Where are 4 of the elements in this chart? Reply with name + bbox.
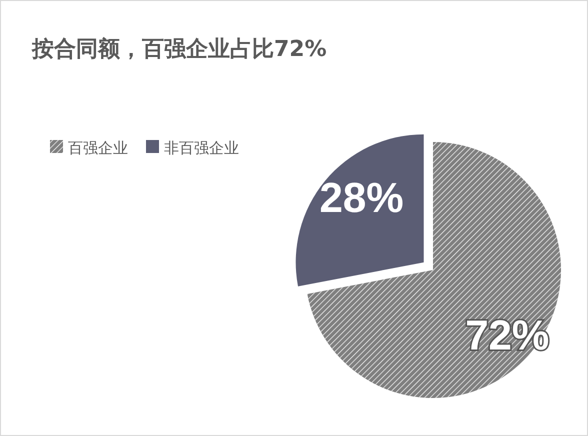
chart-title: 按合同额，百强企业占比72% <box>31 36 327 62</box>
legend-label: 非百强企业 <box>164 139 239 157</box>
data-label: 28% <box>319 174 404 221</box>
legend-label: 百强企业 <box>68 139 128 157</box>
